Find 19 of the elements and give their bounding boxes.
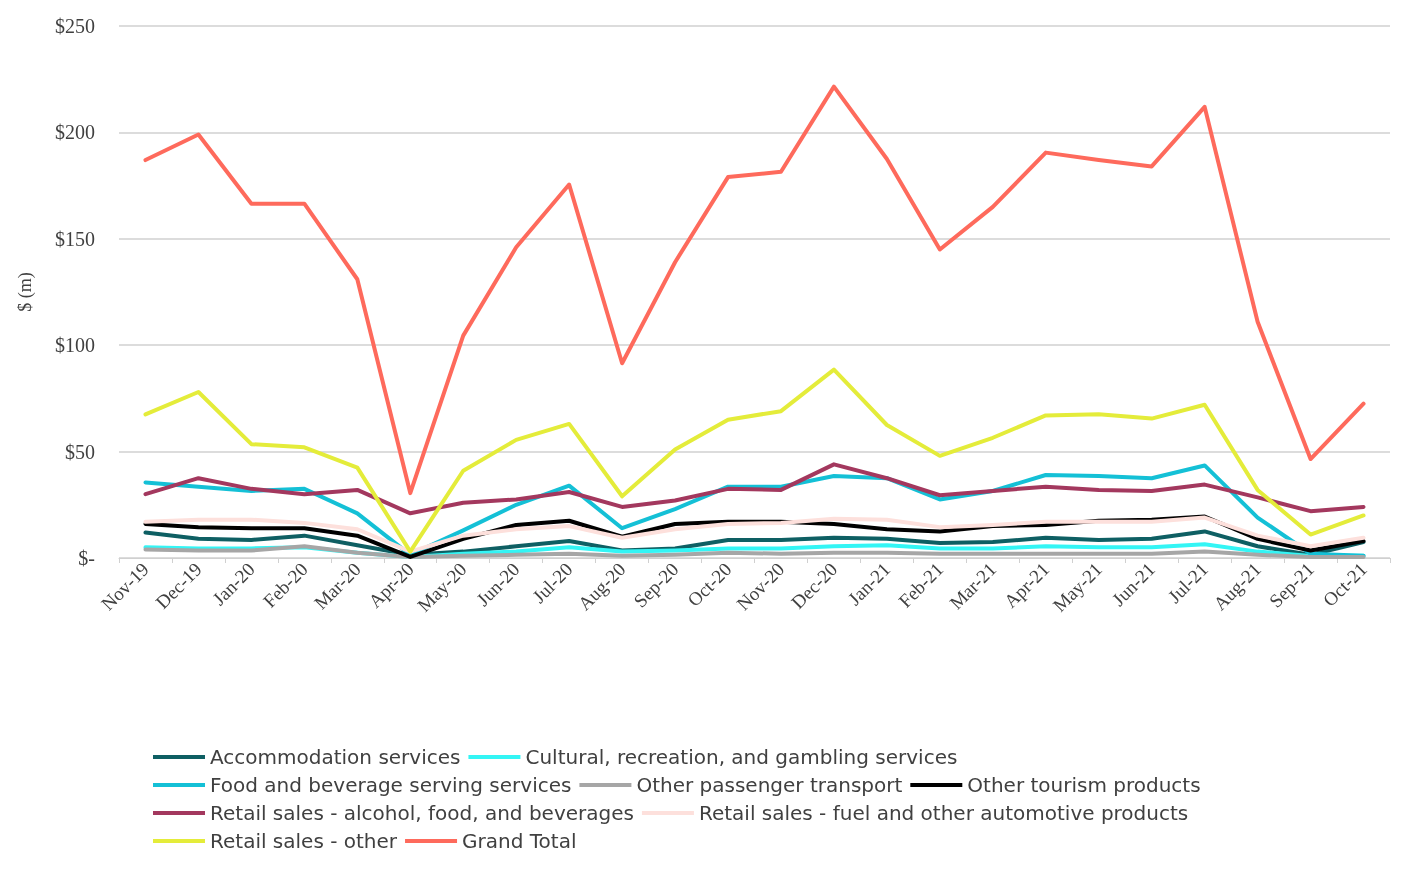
line-series xyxy=(143,462,1366,516)
legend-label: Grand Total xyxy=(462,829,577,853)
y-axis-title: $ (m) xyxy=(15,272,36,312)
legend-label: Retail sales - other xyxy=(210,829,398,853)
legend-label: Other passenger transport xyxy=(636,773,903,797)
y-tick-label: $150 xyxy=(55,227,95,250)
y-tick-label: $250 xyxy=(55,15,95,37)
legend-label: Cultural, recreation, and gambling services xyxy=(525,745,958,769)
legend-label: Retail sales - fuel and other automotive products xyxy=(698,801,1189,825)
line-series xyxy=(143,367,1366,554)
y-tick-label: $200 xyxy=(55,121,95,144)
y-tick-label: $- xyxy=(78,547,95,569)
legend-label: Other tourism products xyxy=(967,773,1201,797)
legend-label: Accommodation services xyxy=(210,745,461,769)
legend-label: Retail sales - alcohol, food, and beverages xyxy=(210,801,634,825)
y-tick-label: $100 xyxy=(55,334,95,357)
line-series xyxy=(143,84,1366,496)
y-tick-label: $50 xyxy=(65,440,95,463)
legend-label: Food and beverage serving services xyxy=(210,773,572,797)
